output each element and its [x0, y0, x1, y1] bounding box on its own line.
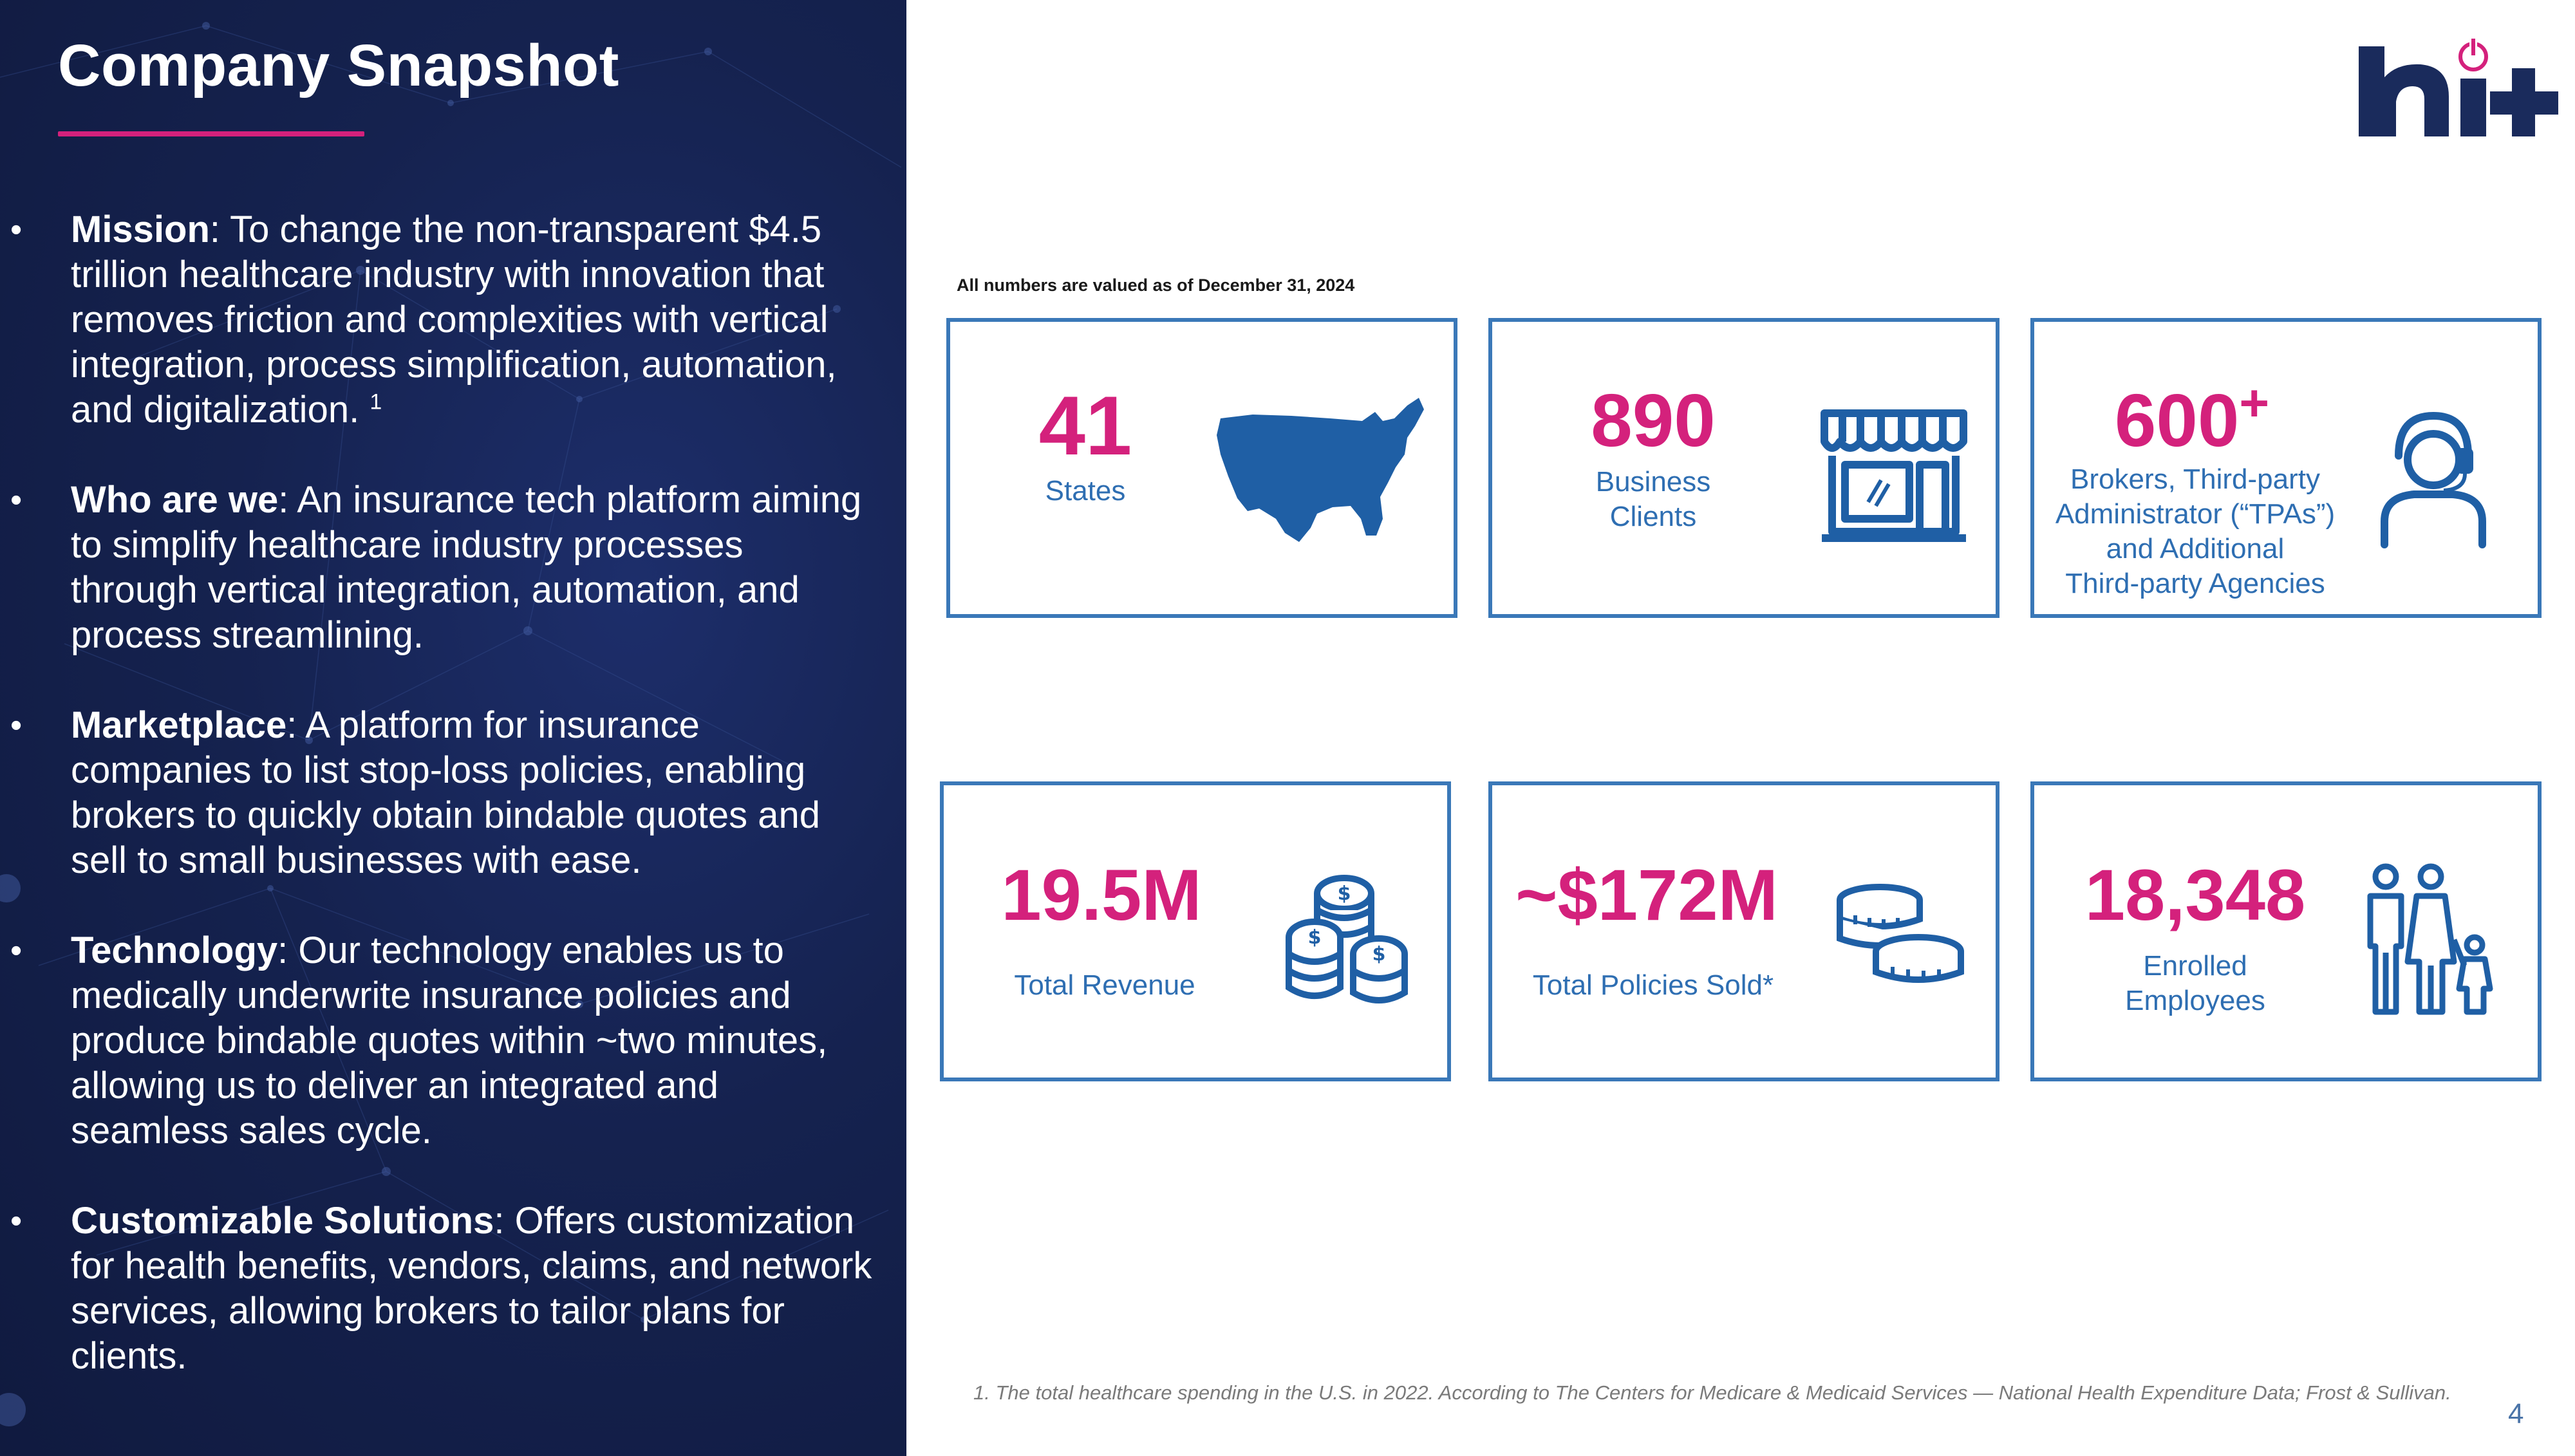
svg-text:$: $ [1372, 943, 1386, 966]
stat-label-revenue: Total Revenue [1014, 969, 1195, 1001]
stat-value-brokers: 600+ [2112, 377, 2272, 463]
bullet-term: Marketplace [71, 704, 287, 746]
storefront-icon [1821, 409, 1967, 542]
card-states: 41 States [946, 318, 1457, 618]
bullet-text: : An insurance tech platform aiming to s… [71, 479, 862, 656]
stat-label-employees: Enrolled Employees [2099, 949, 2292, 1018]
bullet-list: • Mission: To change the non-transparent… [0, 207, 901, 1424]
stat-label-line: Clients [1609, 501, 1697, 532]
bullet-dot: • [10, 211, 23, 248]
footnote: 1. The total healthcare spending in the … [973, 1381, 2451, 1404]
stat-label-clients: Business Clients [1557, 465, 1750, 534]
headset-agent-icon [2381, 411, 2486, 548]
bullet-dot: • [10, 1202, 23, 1240]
stat-value-policies: ~$172M [1515, 855, 1778, 935]
bullet-term: Who are we [71, 479, 279, 521]
power-icon [2458, 37, 2488, 71]
stat-value-employees: 18,348 [2084, 855, 2306, 935]
bullet-text: : Offers customization for health benefi… [71, 1200, 872, 1377]
us-map-icon [1217, 398, 1424, 542]
stat-label-line: and Additional [2106, 533, 2285, 565]
stat-label-brokers: Brokers, Third-party Administrator (“TPA… [2041, 462, 2350, 601]
title-underline [58, 131, 364, 136]
svg-text:$: $ [1338, 882, 1351, 905]
bullet-customizable-solutions: • Customizable Solutions: Offers customi… [0, 1199, 901, 1379]
card-brokers: 600+ Brokers, Third-party Administrator … [2030, 318, 2542, 618]
card-employees: 18,348 Enrolled Employees [2030, 781, 2542, 1081]
svg-text:$: $ [1308, 926, 1322, 949]
bullet-who-are-we: • Who are we: An insurance tech platform… [0, 478, 901, 658]
left-panel: Company Snapshot • Mission: To change th… [0, 0, 906, 1456]
bullet-dot: • [10, 707, 23, 744]
stat-value-clients: 890 [1591, 378, 1716, 462]
card-policies: ~$172M Total Policies Sold* [1488, 781, 1999, 1081]
footnote-marker: 1 [370, 389, 382, 415]
stat-label-policies: Total Policies Sold* [1532, 969, 1774, 1001]
network-background-decoration [0, 22, 902, 1426]
stat-label-line: Enrolled [2143, 950, 2247, 982]
bullet-marketplace: • Marketplace: A platform for insurance … [0, 703, 901, 883]
stat-label-states: States [1045, 475, 1126, 507]
bullet-technology: • Technology: Our technology enables us … [0, 928, 901, 1153]
stat-label-line: Employees [2125, 985, 2265, 1016]
stat-value-number: 600 [2114, 378, 2240, 462]
card-business-clients: 890 Business Clients [1488, 318, 1999, 618]
page-number: 4 [2508, 1398, 2524, 1430]
bullet-text: : Our technology enables us to medically… [71, 929, 828, 1152]
bullet-term: Customizable Solutions [71, 1200, 494, 1242]
coin-stacks-icon [1837, 884, 1964, 983]
stat-value-revenue: 19.5M [1001, 855, 1202, 935]
bullet-mission: • Mission: To change the non-transparent… [0, 207, 901, 433]
page-title: Company Snapshot [58, 33, 619, 98]
bullet-text: : To change the non-transparent $4.5 tri… [71, 209, 837, 431]
stat-label-line: Third-party Agencies [2065, 568, 2325, 599]
bullet-term: Technology [71, 929, 278, 971]
dollar-coins-icon: $ $ $ [1286, 875, 1408, 1003]
valuation-note: All numbers are valued as of December 31… [957, 275, 1355, 295]
company-logo [2359, 37, 2558, 136]
stat-label-line: Business [1595, 466, 1711, 498]
bullet-dot: • [10, 481, 23, 519]
bullet-text: : A platform for insurance companies to … [71, 704, 820, 881]
stat-label-line: Administrator (“TPAs”) [2055, 498, 2336, 530]
bullet-term: Mission [71, 209, 210, 250]
stat-label-line: Brokers, Third-party [2070, 463, 2320, 495]
stat-value-states: 41 [1038, 378, 1132, 472]
stat-value-suffix: + [2239, 374, 2270, 432]
bullet-dot: • [10, 932, 23, 969]
family-icon [2367, 863, 2493, 1015]
card-revenue: 19.5M Total Revenue $ $ $ [940, 781, 1451, 1081]
